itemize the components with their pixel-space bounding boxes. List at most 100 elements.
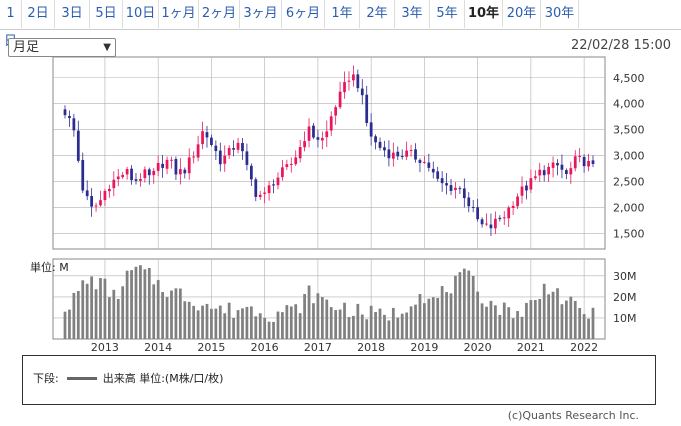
candle-body [139,178,142,181]
tab-10[interactable]: 1年 [325,0,360,28]
candle-body [414,149,417,160]
tab-3[interactable]: 3日 [55,0,90,28]
candle-body [223,155,227,164]
tab-5[interactable]: 10日 [123,0,159,28]
candle-body [556,163,559,166]
copyright-credit: (c)Quants Research Inc. [507,409,639,422]
x-tick-label: 2013 [91,341,119,354]
tab-9[interactable]: 6ヶ月 [282,0,325,28]
period-tabs: 1日2日3日5日10日1ヶ月2ヶ月3ヶ月6ヶ月1年2年3年5年10年20年30年 [0,0,681,49]
candle-body [156,163,160,171]
volume-bar [374,312,377,339]
volume-bar [232,317,235,339]
period-select[interactable]: 月足 ▼ [8,38,116,57]
volume-bar [573,300,577,339]
candle-body [494,218,497,229]
candle-body [400,156,404,158]
tab-2[interactable]: 2日 [22,0,55,28]
candle-body [418,160,422,163]
candle-body [591,160,595,164]
volume-bar [423,303,426,339]
volume-bar [329,307,333,339]
candle-body [338,91,342,108]
legend-volume-line [66,376,97,380]
volume-bar [578,308,582,339]
volume-unit-label: 単位: M [30,260,69,274]
candle-body [369,122,373,137]
volume-bar [405,312,409,339]
volume-bar [396,317,400,339]
period-select-value: 月足 [13,40,40,55]
volume-bar [112,289,116,339]
volume-bar [125,270,129,339]
volume-bar [414,304,417,339]
volume-bar [565,300,568,339]
volume-bar [427,298,431,339]
candle-body [378,141,382,148]
tab-14[interactable]: 10年 [465,0,503,28]
candle-body [107,188,111,192]
candle-body [449,185,453,191]
candle-body [312,125,315,138]
volume-bar [498,314,502,339]
candle-body [307,126,311,141]
tab-11[interactable]: 2年 [360,0,395,28]
volume-bar [258,313,262,339]
volume-bar [218,305,222,339]
candle-body [232,148,235,150]
candle-body [63,109,67,116]
volume-bar [192,305,196,339]
tab-12[interactable]: 3年 [395,0,430,28]
candle-body [507,207,511,219]
candle-body [547,166,551,175]
candle-body [205,132,209,138]
volume-bar [236,310,240,339]
candle-body [427,162,431,168]
candle-body [396,151,400,157]
tab-7[interactable]: 2ヶ月 [199,0,240,28]
volume-tick-label: 30M [613,270,637,283]
candle-body [329,116,333,131]
x-tick-label: 2018 [357,341,385,354]
volume-bar [462,268,466,339]
candle-body [360,88,364,96]
volume-bar [365,319,369,339]
volume-bar [560,304,564,339]
volume-bar [139,265,142,339]
volume-bar [298,313,302,339]
candle-body [298,147,302,159]
candle-body [352,74,355,81]
volume-bar [547,294,551,339]
candle-body [165,159,169,169]
chart-datetime: 22/02/28 15:00 [571,38,671,53]
x-tick-label: 2020 [464,341,492,354]
tab-16[interactable]: 30年 [541,0,579,28]
tab-13[interactable]: 5年 [430,0,465,28]
price-tick-label: 3,000 [613,150,645,163]
tab-6[interactable]: 1ヶ月 [159,0,199,28]
candle-body [285,164,289,168]
volume-bar [285,305,289,339]
candle-body [560,164,564,170]
volume-bar [121,286,125,339]
price-tick-label: 4,000 [613,98,645,111]
candle-body [258,194,262,197]
tab-4[interactable]: 5日 [90,0,123,28]
candle-body [391,152,395,159]
candle-body [533,176,537,179]
volume-bar [223,313,227,339]
volume-bar [502,302,506,339]
candle-body [485,223,488,225]
tab-15[interactable]: 20年 [503,0,541,28]
candle-body [210,137,213,146]
price-tick-label: 2,500 [613,176,645,189]
candle-body [236,142,240,150]
candle-body [365,94,369,123]
candle-body [387,149,391,159]
volume-bar [587,318,590,339]
volume-bar [205,303,209,339]
volume-bar [525,302,528,339]
tab-8[interactable]: 3ヶ月 [240,0,282,28]
x-tick-label: 2014 [144,341,172,354]
candle-body [72,118,76,131]
